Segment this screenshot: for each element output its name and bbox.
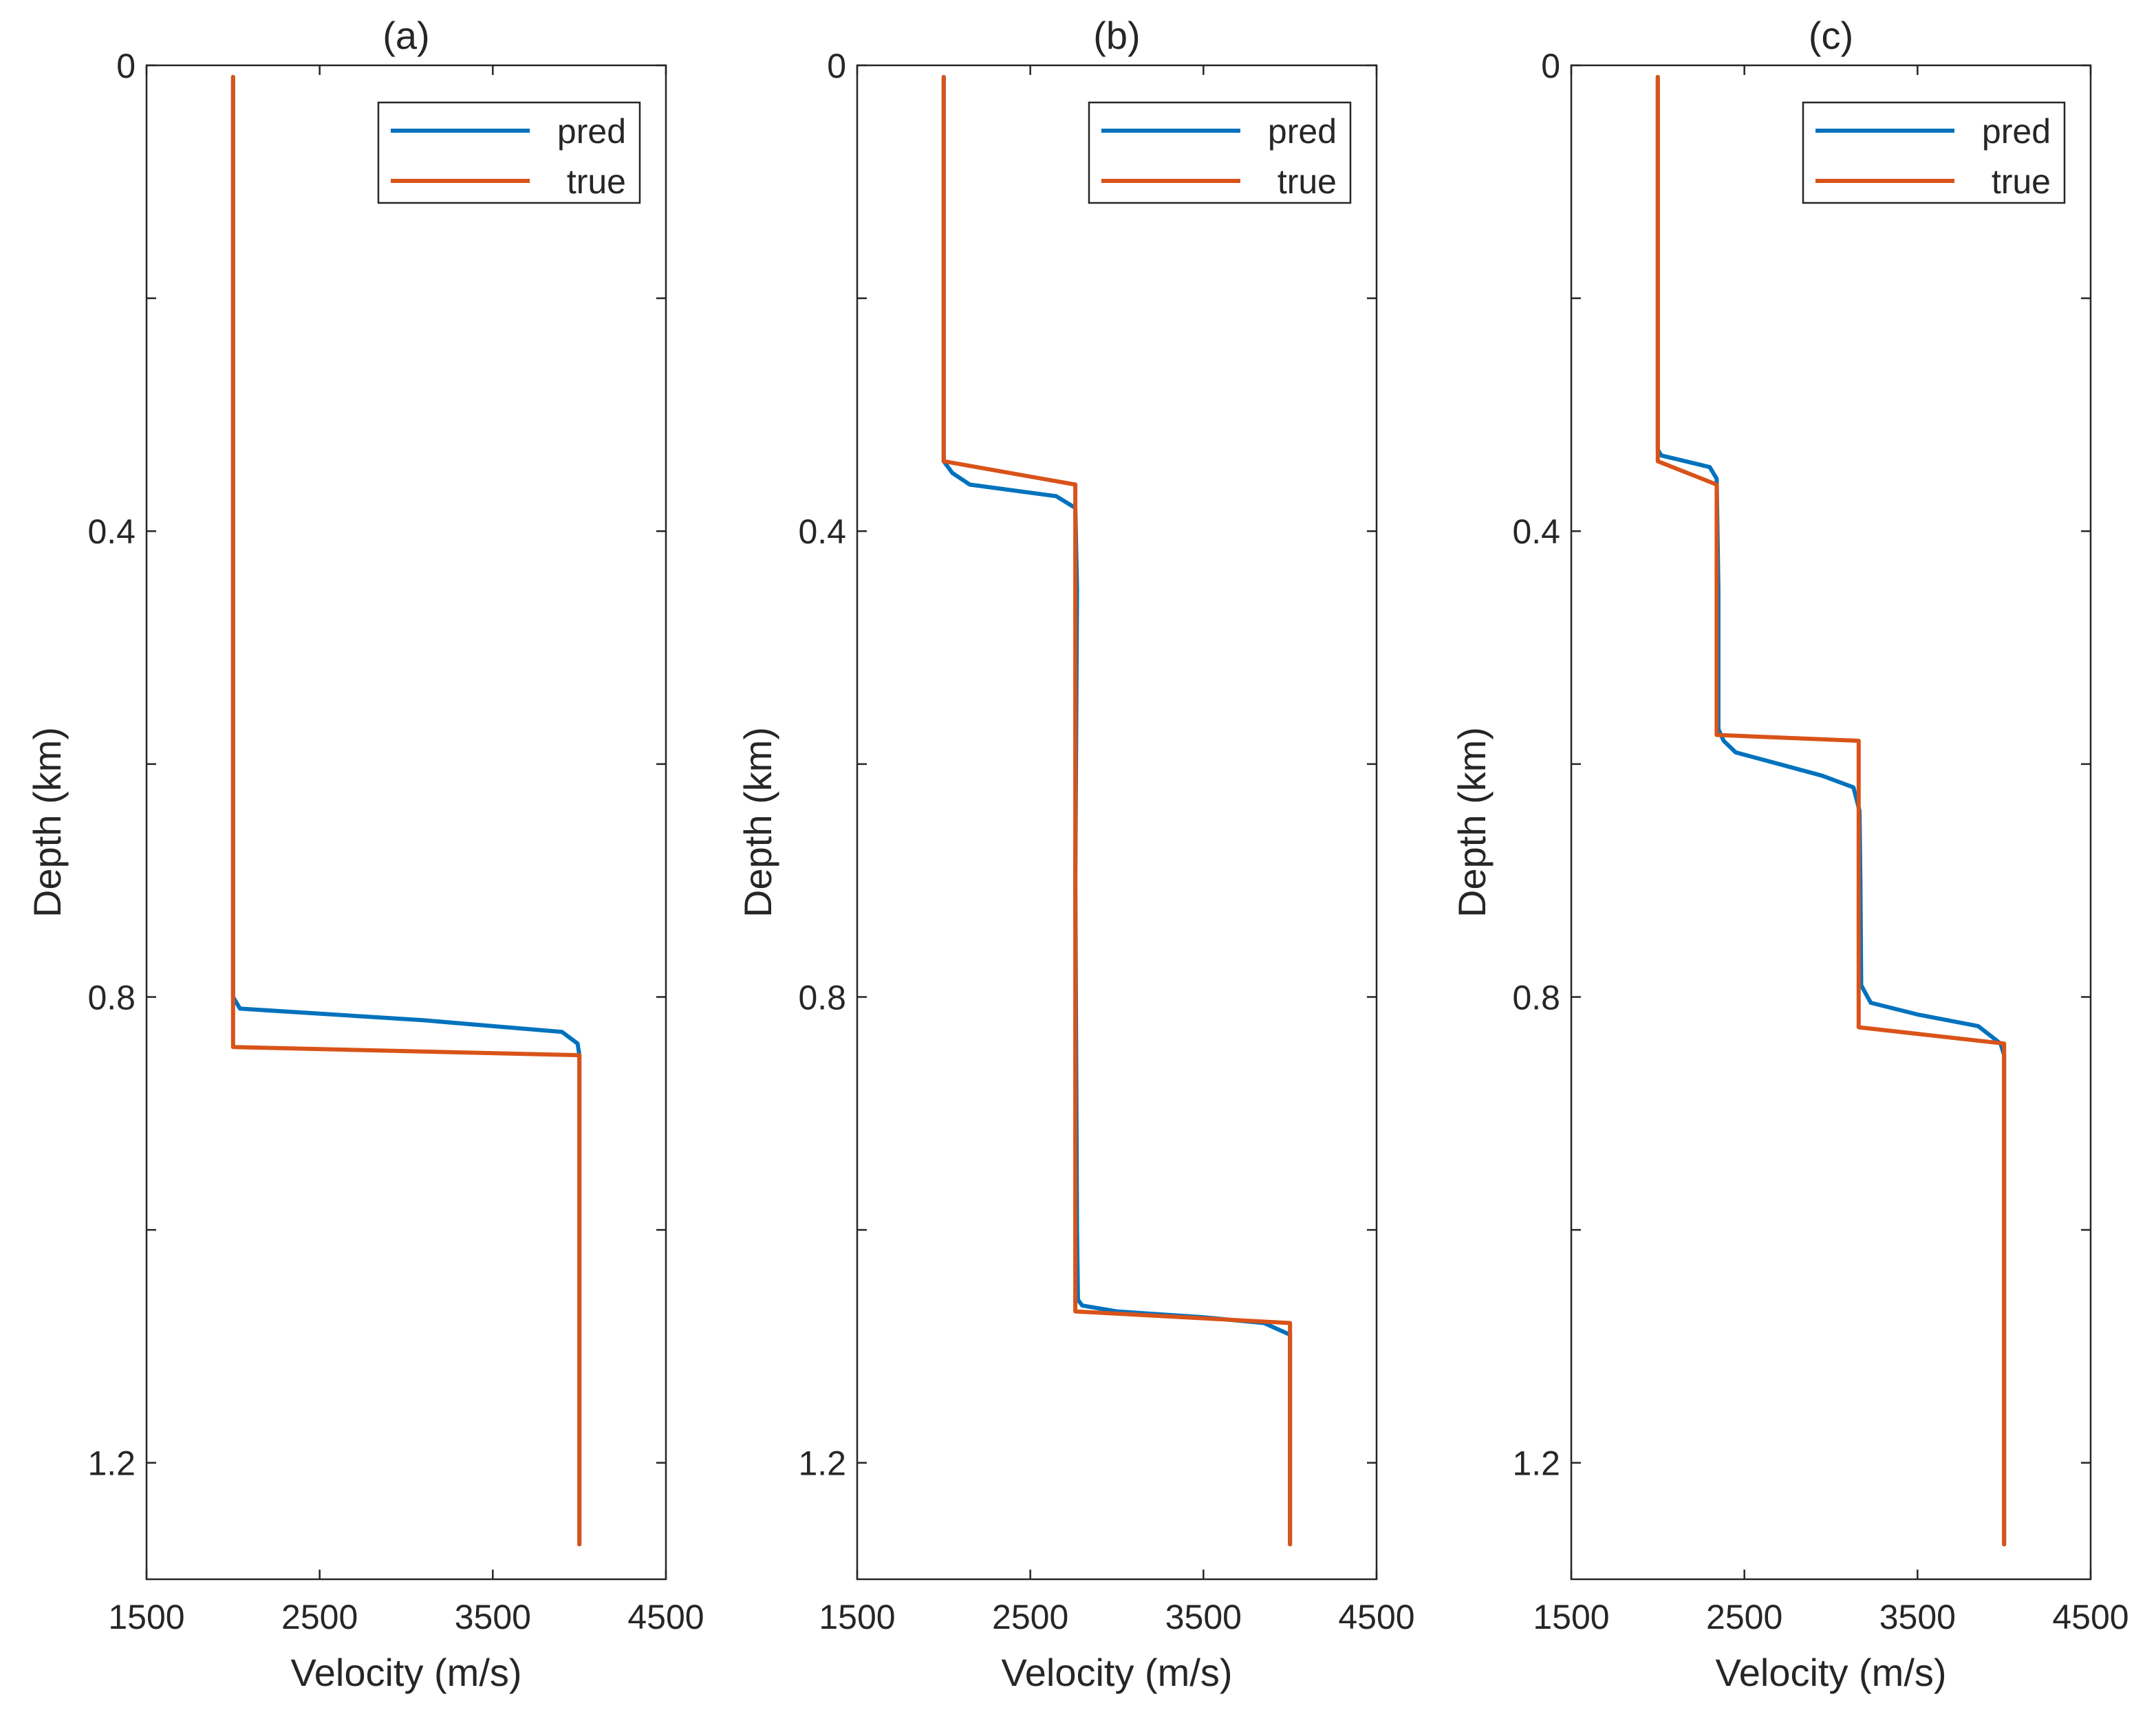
series-line-true (941, 74, 1293, 1547)
legend-label-pred: pred (557, 112, 626, 151)
y-tick-label: 1.2 (1512, 1444, 1560, 1483)
legend-label-true: true (567, 162, 626, 201)
legend-label-true: true (1992, 162, 2051, 201)
x-tick-label: 4500 (2052, 1598, 2128, 1636)
legend-box (377, 101, 641, 204)
x-tick-label: 1500 (819, 1598, 895, 1636)
y-tick-label: 0.8 (87, 978, 136, 1017)
plot-area-frame (856, 64, 1378, 1581)
series-line-true (1655, 74, 2007, 1547)
chart-panel-1: 1500 2500 3500 4500 0 0.4 0.8 1.2 (a) Velocity (m… (25, 14, 704, 1694)
y-tick-label: 0 (1541, 47, 1560, 85)
y-tick-label: 0.4 (1512, 512, 1560, 551)
x-tick-label: 4500 (627, 1598, 704, 1636)
y-tick-label: 0.8 (798, 978, 846, 1017)
legend-box (1088, 101, 1352, 204)
x-tick-label: 1500 (108, 1598, 184, 1636)
chart-panel-3: 1500 2500 3500 4500 0 0.4 0.8 1.2 (c) Velocity (m… (1450, 14, 2129, 1694)
x-tick-label: 2500 (1706, 1598, 1782, 1636)
y-axis-label: Depth (km) (1450, 727, 1494, 918)
x-tick-label: 2500 (992, 1598, 1068, 1636)
y-axis-label: Depth (km) (736, 727, 779, 918)
series-line-pred (1655, 74, 2007, 1547)
legend-label-pred: pred (1268, 112, 1337, 151)
chart-panel-2: 1500 2500 3500 4500 0 0.4 0.8 1.2 (b) Velocity (m… (736, 14, 1415, 1694)
y-tick-label: 0.4 (798, 512, 846, 551)
plot-area-frame (1570, 64, 2092, 1581)
panel-title: (b) (1093, 14, 1140, 57)
panel-title: (a) (382, 14, 429, 57)
x-tick-label: 1500 (1533, 1598, 1609, 1636)
panel-title: (c) (1809, 14, 1853, 57)
legend-label-true: true (1278, 162, 1337, 201)
plot-area-frame (145, 64, 667, 1581)
y-tick-label: 0 (827, 47, 846, 85)
x-axis-label: Velocity (m/s) (1001, 1651, 1232, 1694)
x-tick-label: 2500 (281, 1598, 358, 1636)
y-tick-label: 0 (116, 47, 136, 85)
series-line-true (230, 74, 582, 1547)
y-tick-label: 0.4 (87, 512, 136, 551)
x-tick-label: 3500 (455, 1598, 531, 1636)
x-tick-label: 4500 (1338, 1598, 1414, 1636)
x-tick-label: 3500 (1165, 1598, 1242, 1636)
y-tick-label: 0.8 (1512, 978, 1560, 1017)
x-axis-label: Velocity (m/s) (290, 1651, 521, 1694)
y-tick-label: 1.2 (798, 1444, 846, 1483)
x-tick-label: 3500 (1879, 1598, 1956, 1636)
legend-label-pred: pred (1982, 112, 2051, 151)
series-line-pred (230, 74, 582, 1547)
x-axis-label: Velocity (m/s) (1715, 1651, 1946, 1694)
y-axis-label: Depth (km) (25, 727, 69, 918)
series-line-pred (941, 74, 1293, 1547)
y-tick-label: 1.2 (87, 1444, 136, 1483)
legend-box (1802, 101, 2066, 204)
